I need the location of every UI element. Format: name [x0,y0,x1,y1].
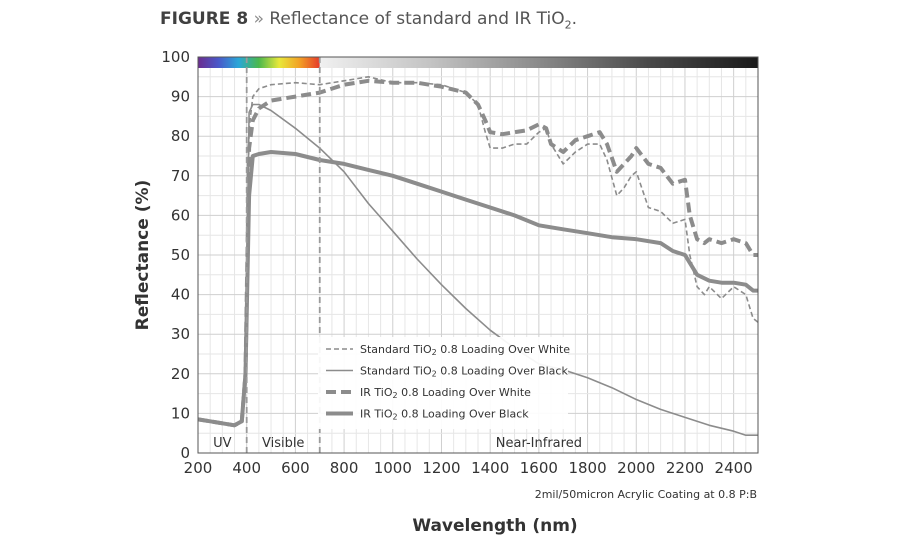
y-tick-label: 100 [161,48,190,66]
spectrum-visible-band [198,57,320,68]
legend-label-3: IR TiO2 0.8 Loading Over White [360,386,531,400]
y-tick-label: 0 [180,444,190,462]
figure-label: FIGURE 8 [160,9,249,29]
region-label: Near-Infrared [496,436,582,451]
x-tick-label: 2400 [715,459,753,477]
region-label: Visible [262,436,304,451]
y-tick-label: 70 [171,167,190,185]
y-tick-label: 10 [171,404,190,422]
region-labels: UV Visible Near-Infrared [213,436,582,451]
x-tick-label: 1200 [422,459,460,477]
x-tick-label: 400 [232,459,261,477]
axis-ticks: 200 400 600 800 1000 1200 1400 1600 1800 2000 2200… [161,48,752,477]
series-line-4 [198,150,758,428]
series-line-1 [198,76,758,427]
y-tick-label: 30 [171,325,190,343]
legend: Standard TiO2 0.8 Loading Over White Stan… [318,337,570,429]
title-text: Reflectance of standard and IR TiO [269,9,565,29]
figure-title: FIGURE 8 » Reflectance of standard and I… [160,9,577,31]
title-end: . [571,9,578,29]
legend-label-1: Standard TiO2 0.8 Loading Over White [360,343,570,357]
y-tick-label: 90 [171,88,190,106]
spectrum-infrared-band [319,57,758,68]
x-tick-label: 2000 [617,459,655,477]
y-axis-label: Reflectance (%) [133,180,153,331]
x-tick-label: 800 [330,459,359,477]
region-label: UV [213,436,232,451]
y-tick-label: 40 [171,286,190,304]
legend-label-4: IR TiO2 0.8 Loading Over Black [360,408,529,422]
legend-label-2: Standard TiO2 0.8 Loading Over Black [360,365,568,379]
x-tick-label: 2200 [666,459,704,477]
y-tick-label: 20 [171,365,190,383]
x-tick-label: 1600 [520,459,558,477]
title-subscript: 2 [564,18,572,32]
x-tick-label: 1000 [374,459,412,477]
y-tick-label: 80 [171,127,190,145]
series-group [198,76,758,436]
spectrum-bar [198,57,758,68]
title-separator: » [253,9,264,29]
y-tick-label: 50 [171,246,190,264]
legend-box [318,337,568,429]
x-axis-label: Wavelength (nm) [412,516,577,536]
x-tick-label: 1400 [471,459,509,477]
x-tick-label: 1800 [568,459,606,477]
x-tick-label: 200 [184,459,213,477]
coating-note: 2mil/50micron Acrylic Coating at 0.8 P:B [535,488,757,501]
x-tick-label: 600 [281,459,310,477]
series-line-3 [198,78,758,428]
plot-frame [197,56,759,454]
y-tick-label: 60 [171,206,190,224]
